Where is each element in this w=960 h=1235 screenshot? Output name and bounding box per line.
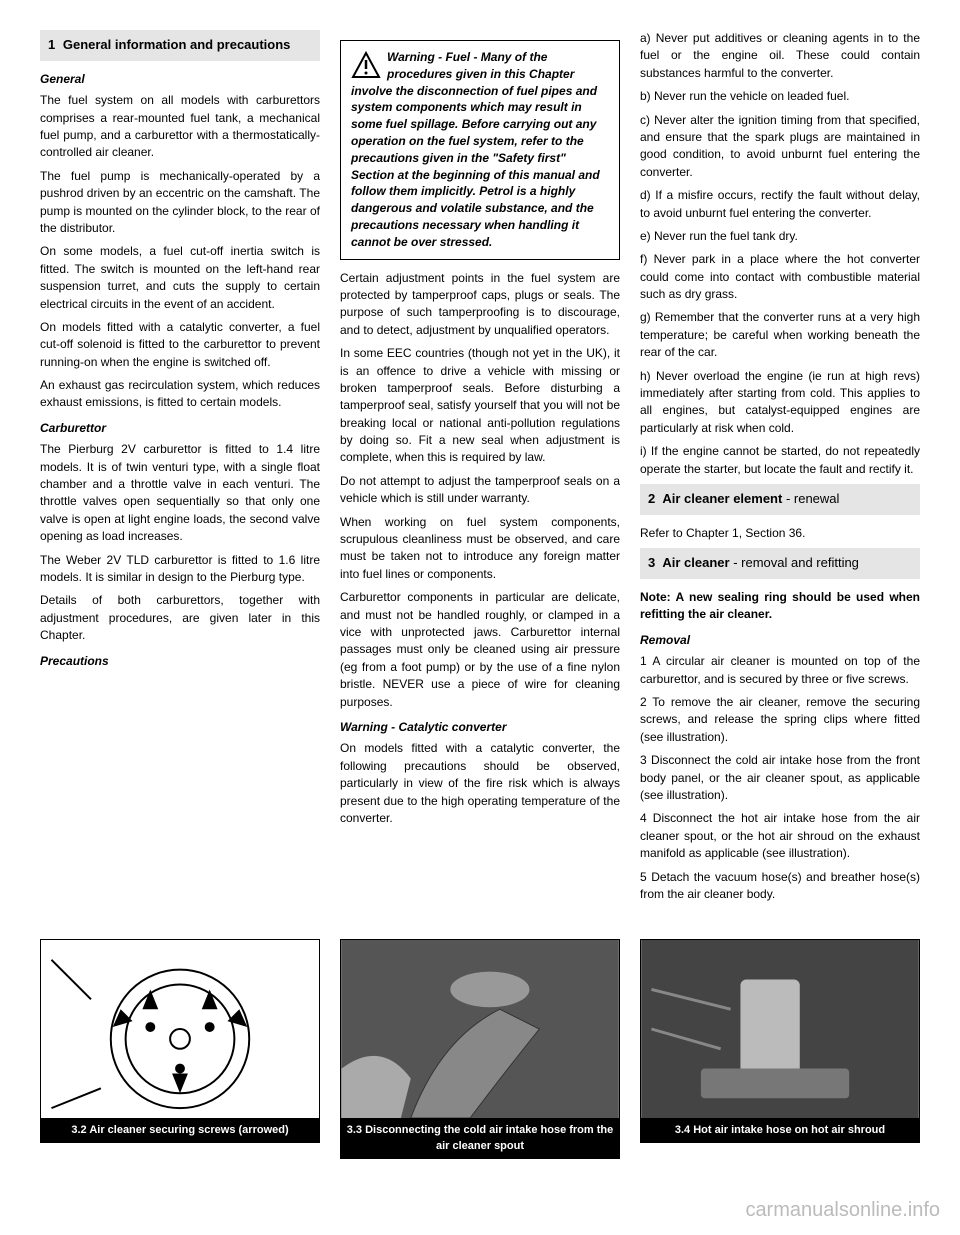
body-text: Do not attempt to adjust the tamperproof… xyxy=(340,473,620,508)
body-text: An exhaust gas recirculation system, whi… xyxy=(40,377,320,412)
body-text: In some EEC countries (though not yet in… xyxy=(340,345,620,467)
section-1-title: General information and precautions xyxy=(63,37,291,52)
body-text: a) Never put additives or cleaning agent… xyxy=(640,30,920,82)
body-text: On models fitted with a catalytic conver… xyxy=(40,319,320,371)
body-text: g) Remember that the converter runs at a… xyxy=(640,309,920,361)
body-text: The Pierburg 2V carburettor is fitted to… xyxy=(40,441,320,545)
body-text: The fuel system on all models with carbu… xyxy=(40,92,320,162)
body-text: The fuel pump is mechanically-operated b… xyxy=(40,168,320,238)
figure-3-2-image xyxy=(40,939,320,1119)
section-2-title: Air cleaner element xyxy=(662,491,782,506)
warning-text: Warning - Fuel - Many of the procedures … xyxy=(351,50,600,249)
body-text: Note: A new sealing ring should be used … xyxy=(640,589,920,624)
removal-subhead: Removal xyxy=(640,632,920,649)
catalytic-subhead: Warning - Catalytic converter xyxy=(340,719,620,736)
carburettor-subhead: Carburettor xyxy=(40,420,320,437)
section-3-heading: 3 Air cleaner - removal and refitting xyxy=(640,548,920,579)
body-text: When working on fuel system components, … xyxy=(340,514,620,584)
warning-box: Warning - Fuel - Many of the procedures … xyxy=(340,40,620,260)
body-text: c) Never alter the ignition timing from … xyxy=(640,112,920,182)
figure-3-3-caption: 3.3 Disconnecting the cold air intake ho… xyxy=(340,1119,620,1159)
body-text: f) Never park in a place where the hot c… xyxy=(640,251,920,303)
general-subhead: General xyxy=(40,71,320,88)
section-3-number: 3 xyxy=(648,555,655,570)
figure-3-4-image xyxy=(640,939,920,1119)
body-text: On models fitted with a catalytic conver… xyxy=(340,740,620,827)
watermark: carmanualsonline.info xyxy=(745,1196,940,1225)
body-text: e) Never run the fuel tank dry. xyxy=(640,228,920,245)
warning-triangle-icon xyxy=(351,51,381,79)
section-2-heading: 2 Air cleaner element - renewal xyxy=(640,484,920,515)
section-2-sub: - renewal xyxy=(782,491,839,506)
body-text: h) Never overload the engine (ie run at … xyxy=(640,368,920,438)
body-text: d) If a misfire occurs, rectify the faul… xyxy=(640,187,920,222)
body-text: Refer to Chapter 1, Section 36. xyxy=(640,525,920,542)
body-text: 3 Disconnect the cold air intake hose fr… xyxy=(640,752,920,804)
body-text: On some models, a fuel cut-off inertia s… xyxy=(40,243,320,313)
body-text: 5 Detach the vacuum hose(s) and breather… xyxy=(640,869,920,904)
body-text: The Weber 2V TLD carburettor is fitted t… xyxy=(40,552,320,587)
figure-3-2-caption: 3.2 Air cleaner securing screws (arrowed… xyxy=(40,1119,320,1143)
body-text: Details of both carburettors, together w… xyxy=(40,592,320,644)
body-text: 2 To remove the air cleaner, remove the … xyxy=(640,694,920,746)
section-2-number: 2 xyxy=(648,491,655,506)
section-1-heading: 1 General information and precautions xyxy=(40,30,320,61)
section-3-sub: - removal and refitting xyxy=(730,555,859,570)
body-text: Carburettor components in particular are… xyxy=(340,589,620,711)
figure-3-3-image xyxy=(340,939,620,1119)
body-text: b) Never run the vehicle on leaded fuel. xyxy=(640,88,920,105)
body-text: Certain adjustment points in the fuel sy… xyxy=(340,270,620,340)
precautions-subhead: Precautions xyxy=(40,653,320,670)
section-3-title: Air cleaner xyxy=(662,555,729,570)
body-text: 4 Disconnect the hot air intake hose fro… xyxy=(640,810,920,862)
section-1-number: 1 xyxy=(48,37,55,52)
body-text: i) If the engine cannot be started, do n… xyxy=(640,443,920,478)
figure-3-4-caption: 3.4 Hot air intake hose on hot air shrou… xyxy=(640,1119,920,1143)
body-text: 1 A circular air cleaner is mounted on t… xyxy=(640,653,920,688)
